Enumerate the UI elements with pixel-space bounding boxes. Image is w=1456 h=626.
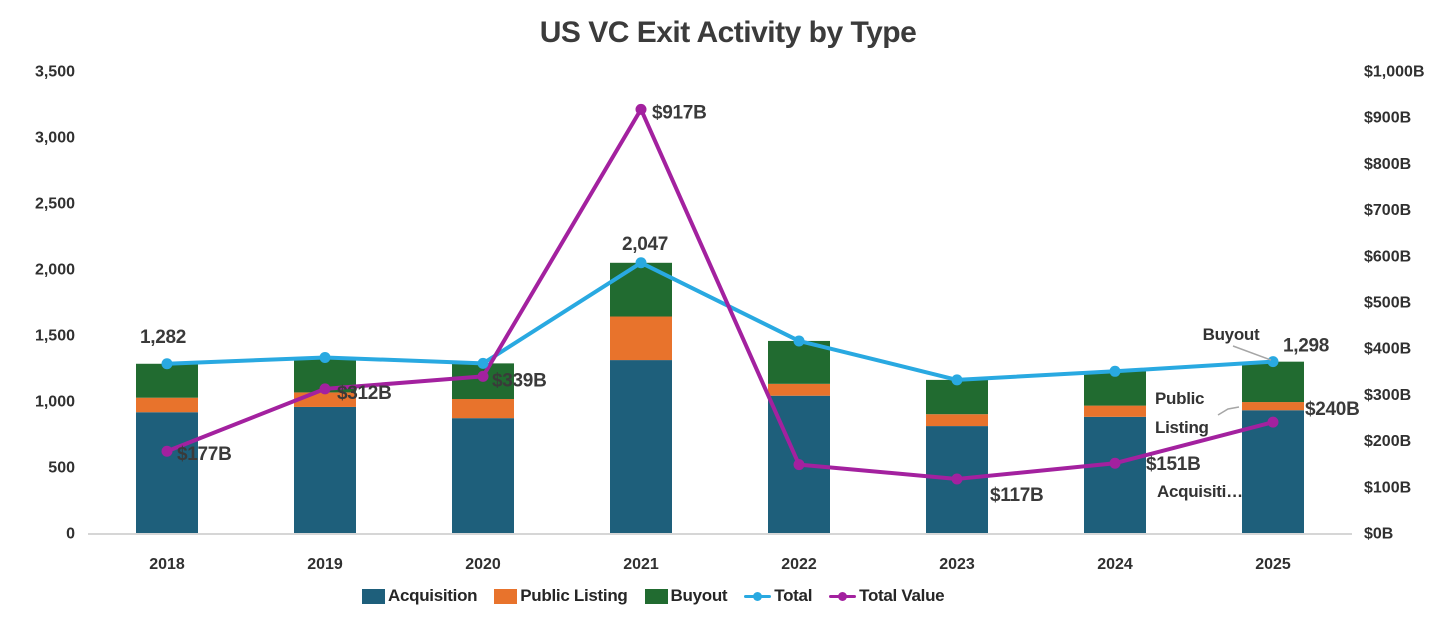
marker-total-2023 (951, 374, 963, 386)
x-axis-tick-label: 2020 (465, 556, 501, 573)
label-total-2025: 1,298 (1283, 336, 1329, 357)
y-axis-right-tick-label: $0B (1364, 526, 1393, 543)
marker-total-2022 (793, 335, 805, 347)
label-total-value-2024: $151B (1146, 454, 1201, 475)
marker-total-2018 (161, 358, 173, 370)
bar-acquisition-2019 (294, 406, 356, 533)
line-total (165, 260, 1275, 382)
x-axis-tick-label: 2024 (1097, 556, 1133, 573)
y-axis-right-tick-label: $600B (1364, 248, 1411, 265)
legend-swatch-total-value (829, 589, 857, 604)
y-axis-right-tick-label: $300B (1364, 387, 1411, 404)
y-axis-right-tick-label: $900B (1364, 110, 1411, 127)
bar-acquisition-2021 (610, 360, 672, 533)
bar-acquisition-2018 (136, 412, 198, 533)
bar-buyout-2021 (610, 262, 672, 317)
legend-swatch-acquisition (362, 588, 385, 604)
marker-total-value-2018 (161, 445, 173, 457)
legend-item-public-listing: Public Listing (494, 586, 628, 606)
bar-buyout-2018 (136, 363, 198, 398)
legend-swatch-total (744, 589, 772, 604)
marker-total-2021 (635, 257, 647, 269)
marker-total-value-2020 (477, 370, 489, 382)
chart-title: US VC Exit Activity by Type (539, 16, 917, 49)
marker-total-value-2022 (793, 459, 805, 471)
x-axis-tick-label: 2023 (939, 556, 975, 573)
bar-public-listing-2024 (1084, 405, 1146, 417)
legend-swatch-buyout (644, 588, 668, 604)
x-axis-tick-label: 2022 (781, 556, 817, 573)
bar-public-listing-2023 (926, 414, 988, 427)
legend-label-total-value: Total Value (859, 586, 945, 605)
y-axis-left-tick-label: 1,000 (35, 394, 75, 411)
legend-item-buyout: Buyout (644, 586, 728, 606)
marker-total-value-2021 (635, 103, 647, 115)
bar-buyout-2023 (926, 379, 988, 415)
label-total-value-2023: $117B (990, 485, 1043, 506)
legend-item-total-value: Total Value (829, 586, 945, 606)
marker-total-2020 (477, 357, 489, 369)
annotation-leader-line (1217, 406, 1240, 416)
y-axis-left-tick-label: 3,000 (35, 130, 75, 147)
marker-total-value-2019 (319, 383, 331, 395)
bar-public-listing-2022 (768, 383, 830, 396)
y-axis-left-tick-label: 500 (48, 460, 75, 477)
y-axis-right-tick-label: $400B (1364, 341, 1411, 358)
legend-label-acquisition: Acquisition (388, 586, 478, 605)
legend-label-total: Total (774, 586, 813, 605)
marker-total-2025 (1267, 356, 1279, 368)
y-axis-left-tick-label: 1,500 (35, 328, 75, 345)
marker-total-2024 (1109, 365, 1121, 377)
y-axis-right-tick-label: $800B (1364, 156, 1411, 173)
label-total-value-2025: $240B (1305, 399, 1360, 420)
marker-total-value-2024 (1109, 457, 1121, 469)
label-total-value-2021: $917B (652, 102, 707, 123)
label-total-2021: 2,047 (622, 234, 668, 255)
label-total-2018: 1,282 (140, 327, 186, 348)
line-total-value (165, 107, 1275, 481)
bar-public-listing-2018 (136, 397, 198, 413)
marker-total-value-2023 (951, 473, 963, 485)
annotation-acquisiti: Acquisiti… (1157, 482, 1243, 501)
chart-legend: Acquisition Public Listing Buyout Total Tota… (362, 586, 945, 606)
y-axis-right-tick-label: $1,000B (1364, 64, 1425, 81)
legend-item-total: Total (744, 586, 812, 606)
y-axis-left-tick-label: 2,000 (35, 262, 75, 279)
label-total-value-2019: $312B (337, 383, 392, 404)
x-axis-tick-label: 2021 (623, 556, 659, 573)
bar-public-listing-2025 (1242, 402, 1304, 411)
annotation-listing: Listing (1155, 418, 1209, 437)
y-axis-left-tick-label: 3,500 (35, 64, 75, 81)
annotation-public: Public (1155, 389, 1204, 408)
legend-item-acquisition: Acquisition (362, 586, 478, 606)
bar-acquisition-2025 (1242, 410, 1304, 533)
bar-public-listing-2020 (452, 399, 514, 419)
x-axis-tick-label: 2019 (307, 556, 343, 573)
marker-total-2019 (319, 351, 331, 363)
bar-buyout-2025 (1242, 361, 1304, 403)
legend-swatch-public-listing (494, 588, 518, 604)
x-axis-tick-label: 2025 (1255, 556, 1291, 573)
y-axis-right-tick-label: $700B (1364, 202, 1411, 219)
bar-public-listing-2021 (610, 316, 672, 361)
annotation-leader-line (1232, 345, 1272, 361)
legend-label-buyout: Buyout (670, 586, 728, 605)
y-axis-right-tick-label: $500B (1364, 295, 1411, 312)
label-total-value-2018: $177B (177, 444, 232, 465)
y-axis-right-tick-label: $200B (1364, 433, 1411, 450)
bar-buyout-2024 (1084, 371, 1146, 406)
annotation-buyout: Buyout (1203, 325, 1260, 344)
y-axis-left-tick-label: 0 (66, 526, 75, 543)
bar-acquisition-2024 (1084, 416, 1146, 533)
label-total-value-2020: $339B (492, 370, 547, 391)
y-axis-right-tick-label: $100B (1364, 479, 1411, 496)
bar-acquisition-2020 (452, 418, 514, 533)
x-axis-tick-label: 2018 (149, 556, 185, 573)
marker-total-value-2025 (1267, 416, 1279, 428)
legend-label-public-listing: Public Listing (520, 586, 628, 605)
y-axis-left-tick-label: 2,500 (35, 196, 75, 213)
